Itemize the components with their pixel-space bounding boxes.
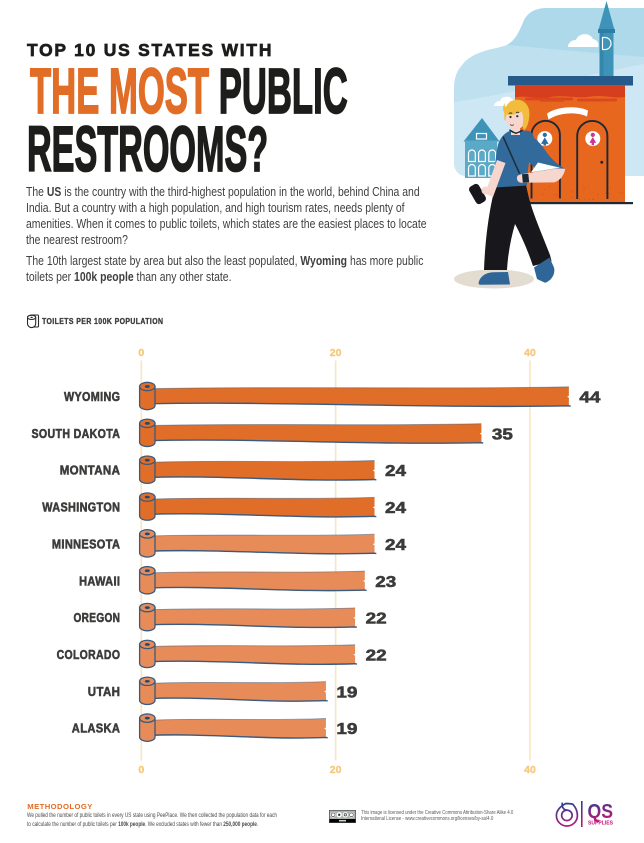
svg-text:23: 23 — [375, 574, 396, 591]
svg-text:40: 40 — [524, 347, 536, 359]
svg-text:HAWAII: HAWAII — [79, 574, 120, 588]
svg-text:22: 22 — [366, 611, 387, 628]
svg-text:MINNESOTA: MINNESOTA — [52, 537, 120, 551]
svg-text:24: 24 — [385, 500, 406, 517]
svg-text:ALASKA: ALASKA — [72, 722, 121, 736]
svg-text:QS: QS — [588, 800, 614, 823]
svg-text:35: 35 — [492, 426, 513, 443]
svg-text:24: 24 — [385, 463, 406, 480]
svg-text:44: 44 — [579, 390, 600, 407]
svg-text:0: 0 — [138, 347, 144, 359]
svg-text:40: 40 — [524, 764, 536, 776]
svg-text:WASHINGTON: WASHINGTON — [42, 501, 120, 515]
svg-text:MONTANA: MONTANA — [60, 464, 121, 478]
svg-text:20: 20 — [330, 764, 342, 776]
svg-text:OREGON: OREGON — [74, 611, 121, 625]
svg-text:24: 24 — [385, 537, 406, 554]
svg-text:SOUTH DAKOTA: SOUTH DAKOTA — [32, 427, 121, 441]
svg-text:UTAH: UTAH — [88, 685, 121, 699]
svg-text:SUPPLIES: SUPPLIES — [588, 820, 613, 826]
svg-text:WYOMING: WYOMING — [64, 390, 120, 404]
svg-text:20: 20 — [330, 347, 342, 359]
svg-text:19: 19 — [336, 684, 357, 701]
svg-text:0: 0 — [138, 764, 144, 776]
svg-text:22: 22 — [366, 647, 387, 664]
svg-text:COLORADO: COLORADO — [57, 648, 121, 662]
svg-text:19: 19 — [336, 721, 357, 738]
